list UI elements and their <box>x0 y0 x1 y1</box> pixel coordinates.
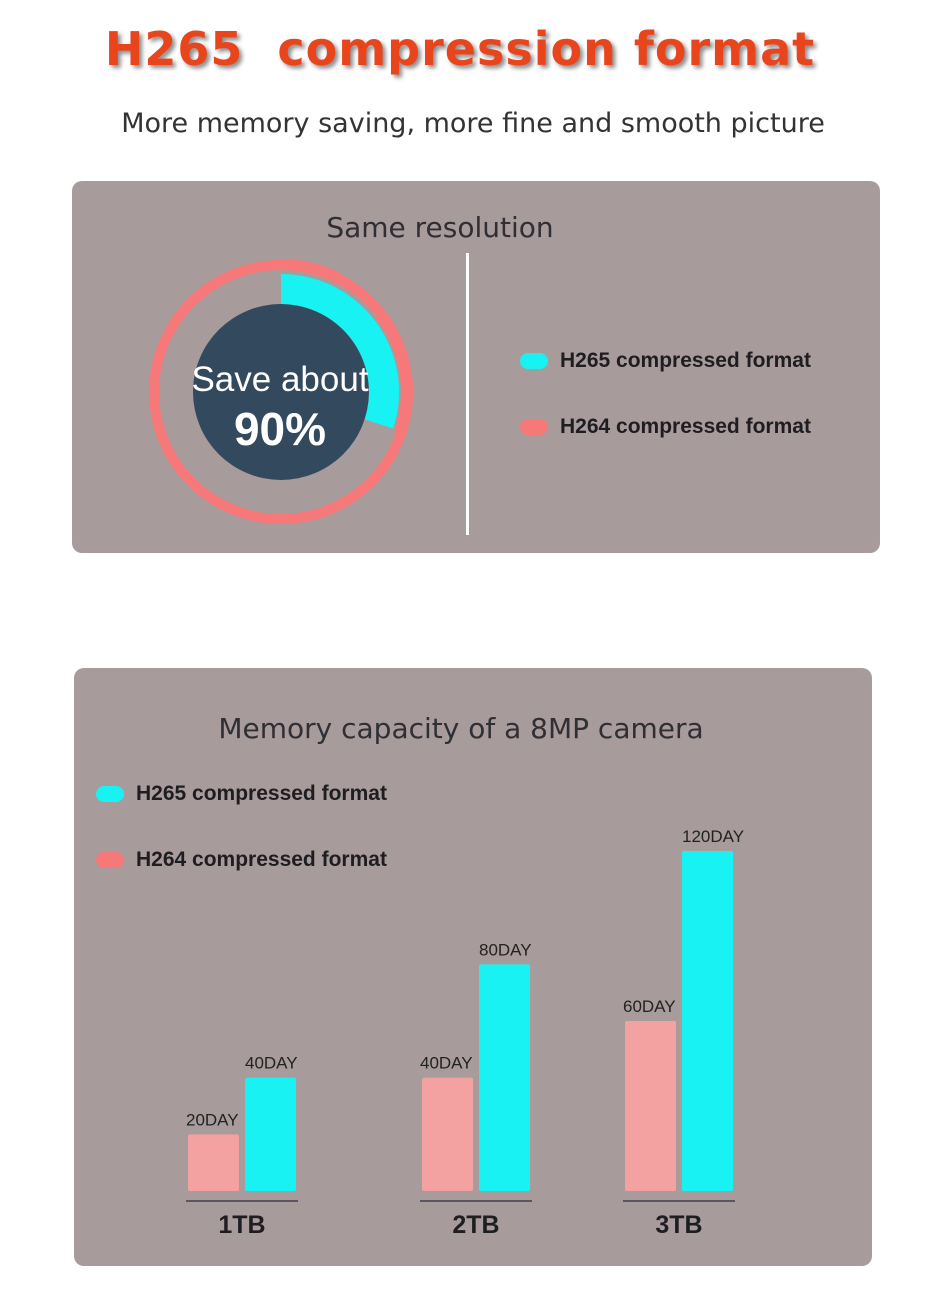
legend-item-h265: H265 compressed format <box>520 346 811 376</box>
legend-item-h265: H265 compressed format <box>96 779 387 809</box>
bar-3tb-h265 <box>682 851 733 1191</box>
donut-label-save: Save about <box>191 360 369 399</box>
category-label: 1TB <box>218 1211 265 1239</box>
legend-swatch-h264 <box>96 852 124 868</box>
page-title: H265 compression format <box>104 22 816 76</box>
legend-label-h265: H265 compressed format <box>560 349 811 372</box>
bar-value-label: 40DAY <box>245 1054 298 1073</box>
bar-1tb-h265 <box>245 1077 296 1191</box>
capacity-heading: Memory capacity of a 8MP camera <box>218 712 704 745</box>
bar-value-label: 20DAY <box>186 1110 239 1129</box>
bar-2tb-h264 <box>422 1077 473 1191</box>
legend-label-h264: H264 compressed format <box>560 415 811 438</box>
panel-divider <box>466 253 469 535</box>
page-subtitle: More memory saving, more fine and smooth… <box>121 108 825 139</box>
legend-label-h264: H264 compressed format <box>136 848 387 871</box>
donut-label-percent: 90% <box>233 403 327 455</box>
legend-swatch-h265 <box>520 353 548 369</box>
bar-value-label: 60DAY <box>623 997 676 1016</box>
donut-h265-arc <box>281 274 399 429</box>
donut-h264-accent-arc <box>375 310 413 438</box>
donut-center <box>193 304 369 480</box>
category-label: 3TB <box>655 1211 702 1239</box>
legend-item-h264: H264 compressed format <box>96 845 387 875</box>
bar-1tb-h264 <box>188 1134 239 1191</box>
bar-value-label: 40DAY <box>420 1054 473 1073</box>
donut-h264-accent-arc <box>281 259 340 283</box>
resolution-heading: Same resolution <box>326 211 554 244</box>
bar-value-label: 80DAY <box>479 940 532 959</box>
bar-2tb-h265 <box>479 964 530 1191</box>
legend-swatch-h264 <box>520 419 548 435</box>
legend-swatch-h265 <box>96 786 124 802</box>
bar-value-label: 120DAY <box>682 827 744 846</box>
legend-label-h265: H265 compressed format <box>136 782 387 805</box>
bar-3tb-h264 <box>625 1021 676 1191</box>
category-label: 2TB <box>452 1211 499 1239</box>
legend-item-h264: H264 compressed format <box>520 412 811 442</box>
